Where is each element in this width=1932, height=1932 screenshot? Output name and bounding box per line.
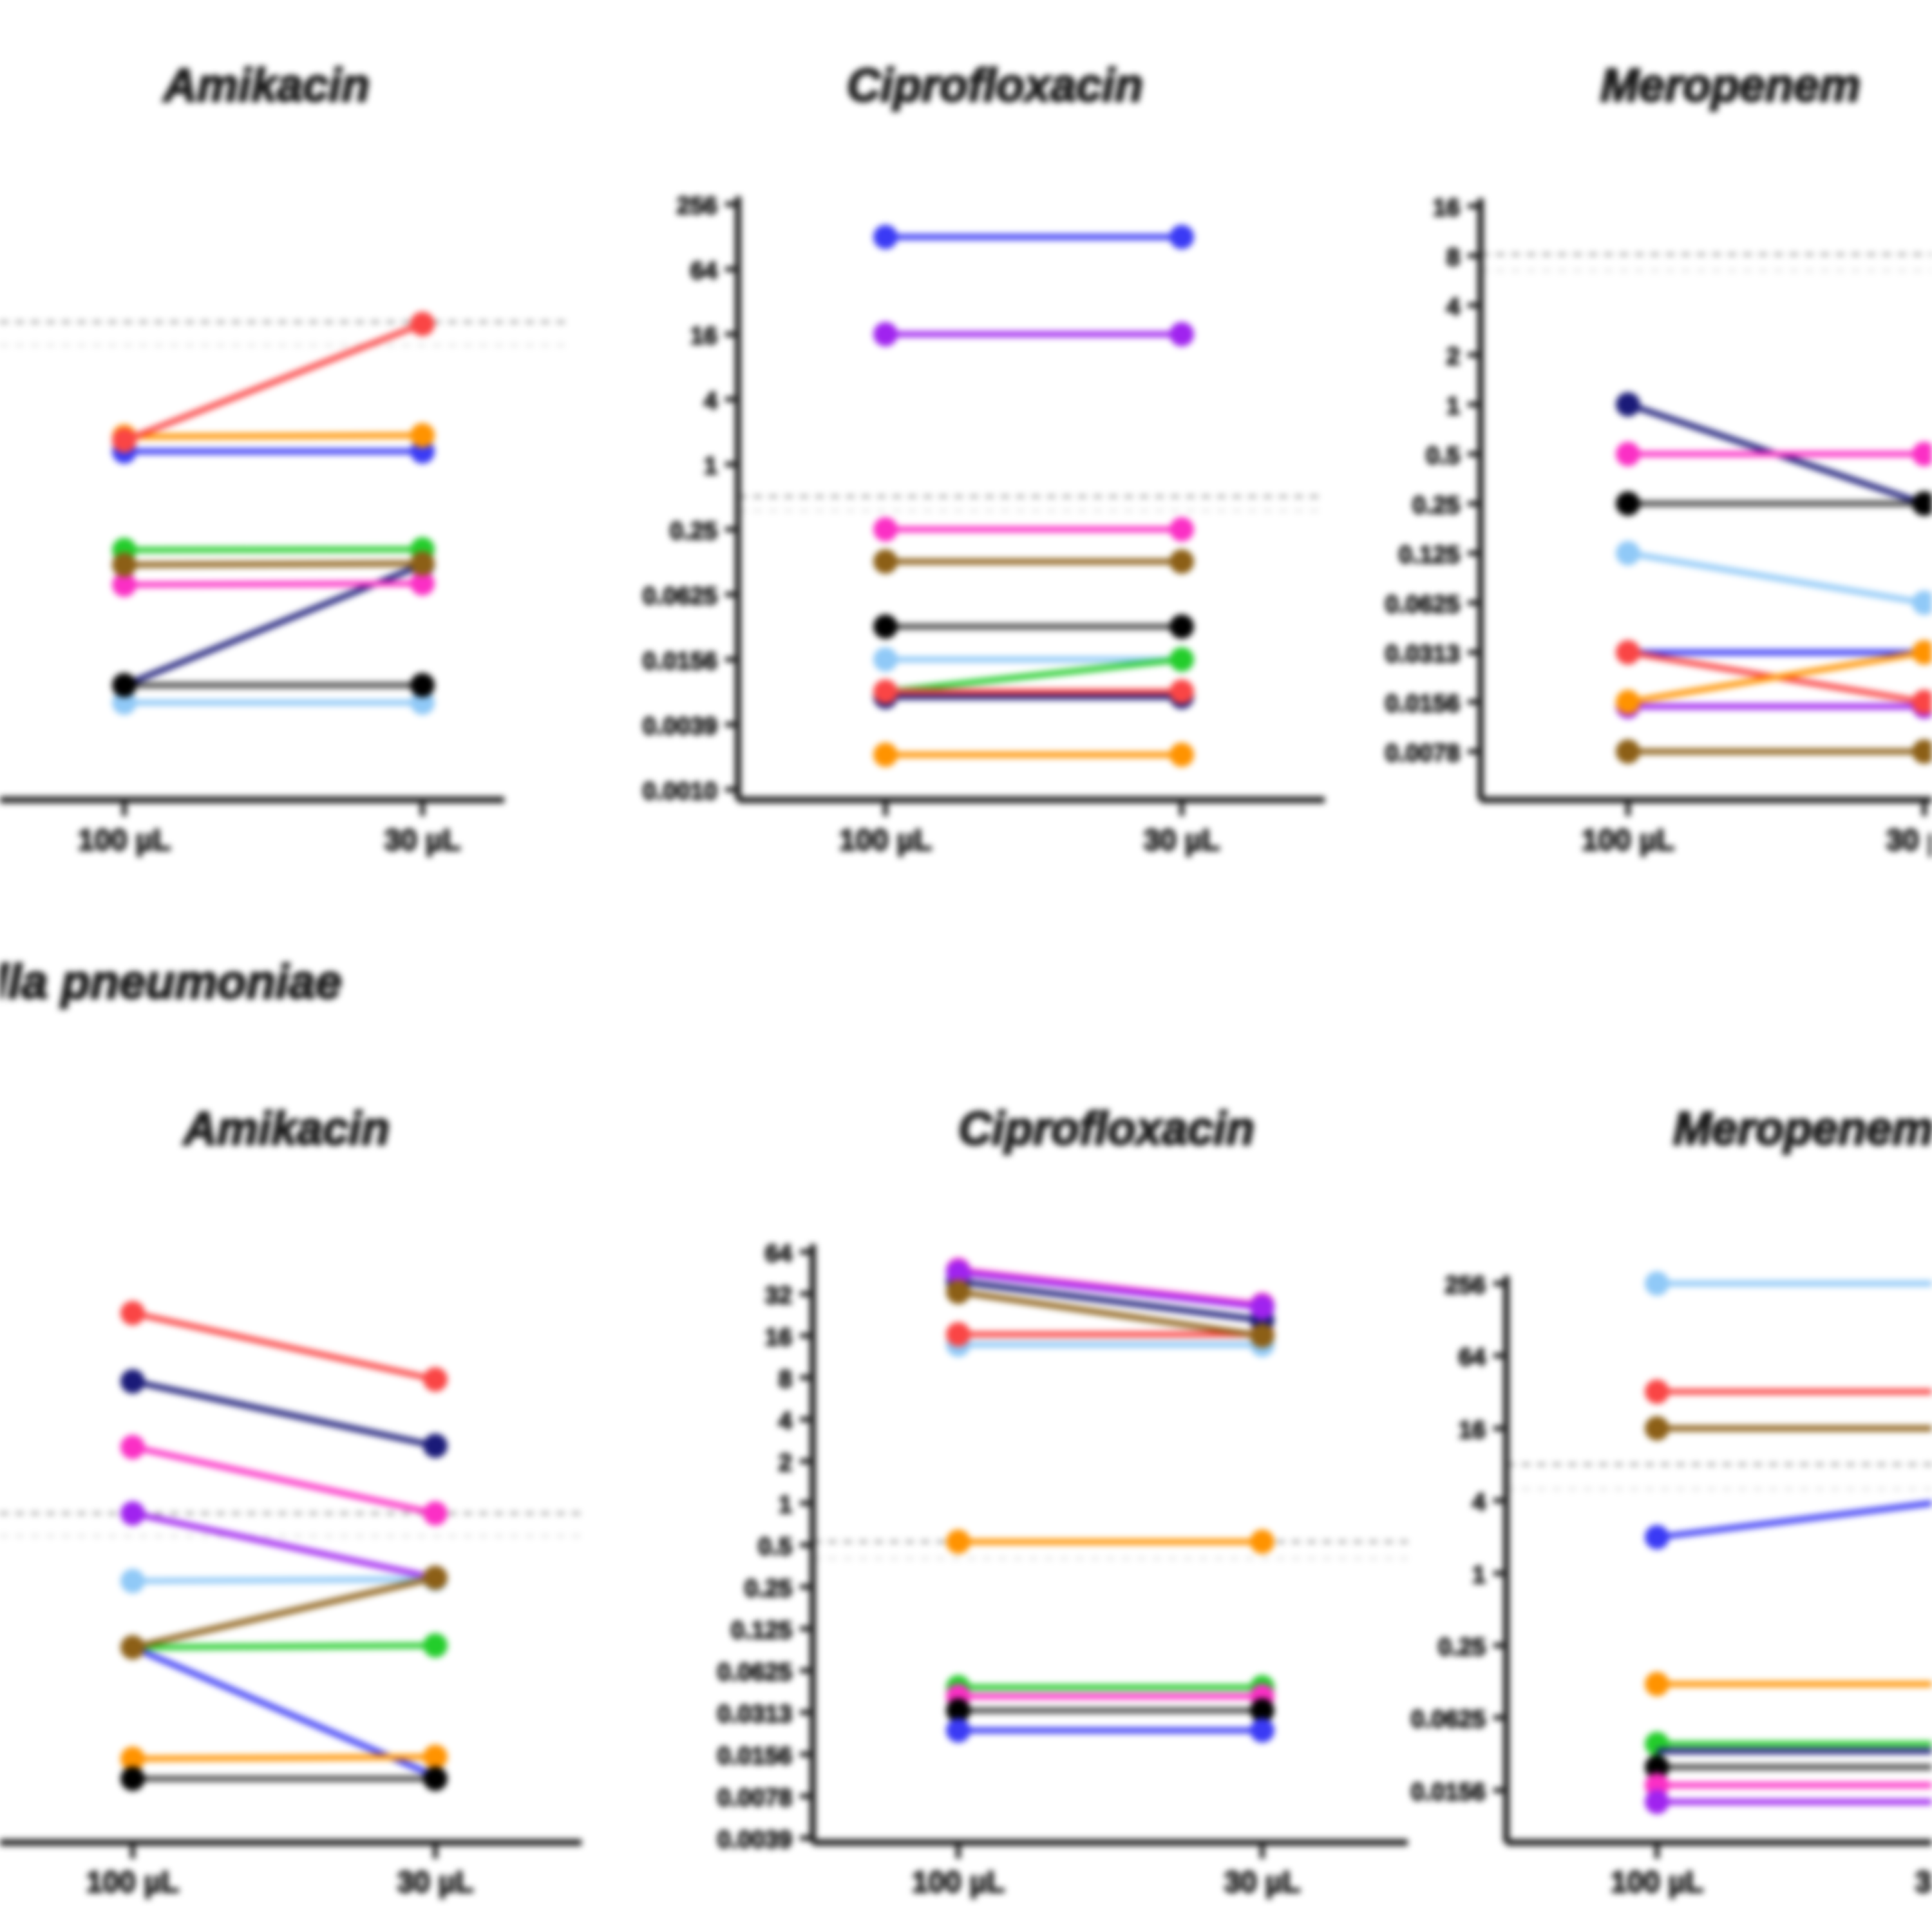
svg-text:64: 64 [1459, 1344, 1486, 1371]
svg-text:1: 1 [779, 1492, 792, 1519]
svg-text:0.5: 0.5 [758, 1533, 792, 1560]
svg-text:4: 4 [1472, 1489, 1486, 1516]
svg-text:Ciprofloxacin: Ciprofloxacin [847, 60, 1143, 111]
svg-text:8: 8 [779, 1366, 792, 1393]
svg-text:16: 16 [1459, 1417, 1486, 1444]
svg-text:0.0625: 0.0625 [643, 583, 717, 610]
svg-text:lla pneumoniae: lla pneumoniae [0, 955, 342, 1009]
svg-text:0.5: 0.5 [1426, 442, 1460, 469]
svg-text:16: 16 [765, 1324, 792, 1351]
svg-text:64: 64 [690, 258, 717, 285]
svg-text:0.0078: 0.0078 [1385, 740, 1460, 767]
svg-text:30 µL: 30 µL [1144, 823, 1220, 857]
svg-text:0.25: 0.25 [744, 1575, 792, 1602]
svg-text:256: 256 [1445, 1272, 1486, 1299]
svg-text:Amikacin: Amikacin [182, 1103, 390, 1155]
svg-text:Meropenem: Meropenem [1673, 1103, 1932, 1155]
svg-text:0.0039: 0.0039 [643, 713, 717, 740]
svg-text:2: 2 [779, 1450, 792, 1477]
svg-text:32: 32 [765, 1282, 792, 1309]
svg-text:30 µL: 30 µL [1915, 1865, 1932, 1899]
svg-text:Ciprofloxacin: Ciprofloxacin [958, 1103, 1255, 1155]
svg-text:64: 64 [765, 1240, 792, 1267]
svg-text:0.0010: 0.0010 [643, 778, 717, 805]
svg-text:0.0156: 0.0156 [643, 648, 717, 675]
svg-text:100 µL: 100 µL [1611, 1865, 1703, 1899]
svg-text:256: 256 [677, 193, 717, 220]
svg-text:0.25: 0.25 [1438, 1634, 1486, 1661]
svg-text:0.25: 0.25 [670, 518, 717, 545]
svg-text:16: 16 [1433, 194, 1460, 222]
svg-text:30 µL: 30 µL [384, 823, 461, 857]
svg-text:0.125: 0.125 [1399, 542, 1460, 569]
svg-text:0.0313: 0.0313 [1385, 641, 1460, 668]
svg-text:30 µL: 30 µL [397, 1865, 474, 1899]
svg-text:0.125: 0.125 [731, 1617, 792, 1644]
svg-text:1: 1 [1472, 1562, 1486, 1589]
svg-text:1: 1 [704, 453, 717, 480]
svg-text:100 µL: 100 µL [86, 1865, 179, 1899]
svg-text:0.0156: 0.0156 [717, 1743, 792, 1770]
svg-text:4: 4 [779, 1408, 792, 1435]
svg-text:30 µL: 30 µL [1224, 1865, 1301, 1899]
svg-text:100 µL: 100 µL [912, 1865, 1005, 1899]
svg-text:100 µL: 100 µL [839, 823, 932, 857]
svg-text:0.0625: 0.0625 [1411, 1706, 1486, 1733]
svg-text:0.0313: 0.0313 [717, 1701, 792, 1728]
svg-text:4: 4 [1446, 294, 1460, 321]
svg-text:0.0156: 0.0156 [1385, 690, 1460, 717]
svg-text:0.0625: 0.0625 [717, 1659, 792, 1686]
svg-text:100 µL: 100 µL [78, 823, 171, 857]
svg-text:8: 8 [1446, 244, 1460, 271]
svg-text:0.0078: 0.0078 [717, 1785, 792, 1812]
svg-text:1: 1 [1446, 393, 1460, 420]
svg-text:0.25: 0.25 [1412, 492, 1460, 519]
svg-text:2: 2 [1446, 343, 1460, 370]
svg-text:4: 4 [704, 388, 717, 415]
svg-text:Amikacin: Amikacin [162, 60, 370, 111]
svg-text:16: 16 [690, 323, 717, 350]
svg-text:100 µL: 100 µL [1582, 823, 1674, 857]
svg-text:0.0039: 0.0039 [717, 1826, 792, 1853]
svg-text:30 µL: 30 µL [1886, 823, 1932, 857]
svg-text:0.0156: 0.0156 [1411, 1779, 1486, 1806]
svg-text:Meropenem: Meropenem [1600, 60, 1861, 111]
svg-text:0.0625: 0.0625 [1385, 591, 1460, 618]
